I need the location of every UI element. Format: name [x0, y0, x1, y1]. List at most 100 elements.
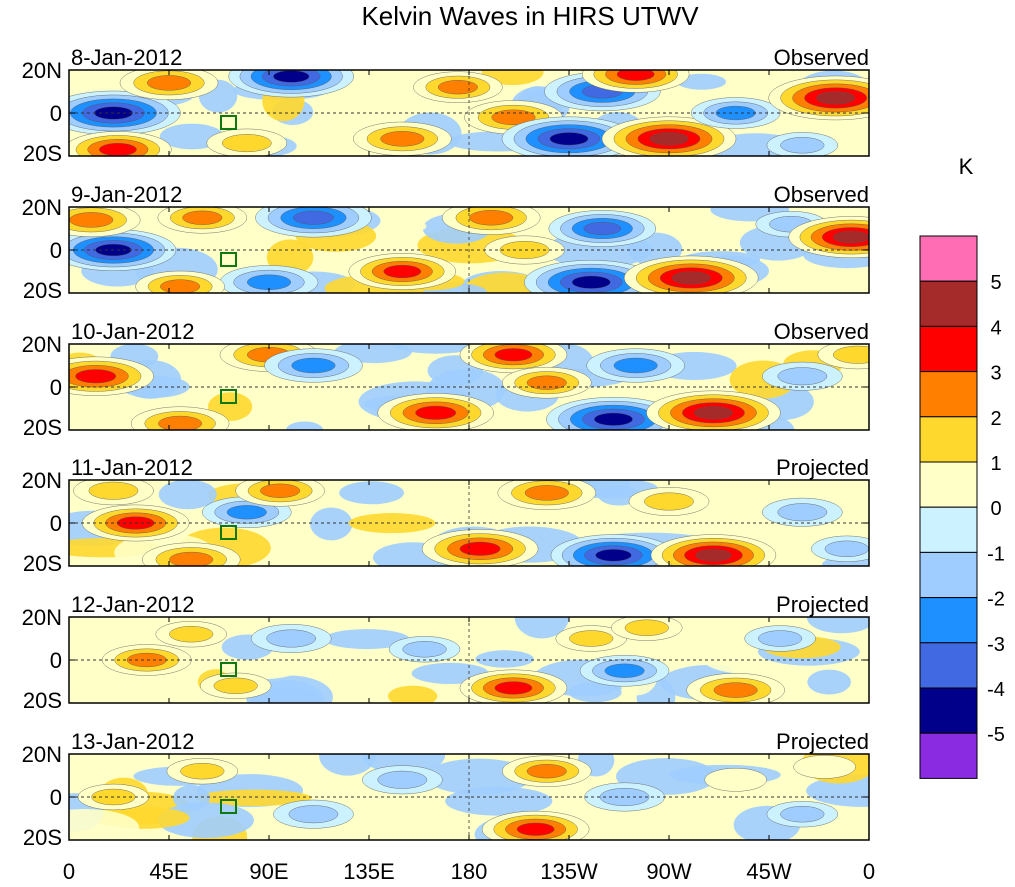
anomaly-feature [704, 768, 767, 792]
panel-date-label: 9-Jan-2012 [71, 182, 182, 207]
anomaly-feature [226, 505, 267, 520]
y-tick-label: 0 [50, 375, 62, 400]
x-tick-label: 135E [343, 859, 394, 884]
y-tick-label: 20S [23, 415, 62, 440]
field-texture [348, 513, 436, 534]
field-texture [310, 507, 353, 541]
panel-status-label: Observed [774, 45, 869, 70]
anomaly-feature [494, 681, 533, 695]
y-tick-label: 20S [23, 551, 62, 576]
anomaly-feature [526, 375, 567, 390]
anomaly-feature [780, 137, 825, 154]
anomaly-feature [595, 549, 632, 562]
field-texture [606, 812, 686, 840]
anomaly-feature [494, 348, 533, 362]
panel-field [69, 617, 869, 703]
panels: 20N 0 20S 8-Jan-2012 Observed 20N 0 20S 9-Jan-20… [22, 45, 870, 850]
anomaly-feature [526, 764, 567, 779]
anomaly-feature [383, 265, 422, 278]
reference-box [220, 662, 237, 677]
anomaly-feature [266, 629, 317, 648]
reference-box [220, 389, 237, 404]
anomaly-feature [833, 345, 869, 364]
x-tick-label: 45W [746, 859, 791, 884]
y-tick-label: 0 [50, 648, 62, 673]
panel-status-label: Projected [776, 455, 869, 480]
field-texture [69, 808, 140, 840]
field-texture [806, 774, 869, 807]
colorbar-label: 1 [990, 453, 1001, 475]
colorbar-swatch [919, 732, 978, 779]
field-texture [158, 480, 217, 510]
anomaly-feature [273, 70, 310, 83]
field-texture [514, 617, 569, 639]
field-texture [354, 70, 429, 94]
reference-box [220, 525, 237, 540]
anomaly-feature [671, 271, 711, 285]
field-texture [676, 73, 727, 90]
anomaly-feature [758, 630, 803, 647]
anomaly-feature [99, 143, 137, 156]
colorbar-label: 5 [990, 272, 1001, 294]
panel-status-label: Projected [776, 592, 869, 617]
anomaly-feature [221, 134, 272, 153]
field-texture [807, 669, 851, 695]
anomaly-feature [147, 75, 191, 91]
colorbar-swatch [919, 506, 978, 553]
anomaly-feature [415, 405, 457, 420]
x-axis: 0 45E 90E 135E 180 135W 90W 45W 0 [63, 859, 875, 884]
panel-5: 20N 0 20S 12-Jan-2012 Projected [22, 592, 870, 713]
anomaly-feature [524, 485, 569, 501]
anomaly-feature [169, 626, 214, 643]
anomaly-feature [180, 763, 225, 780]
colorbar-swatch [919, 551, 978, 599]
panel-date-label: 10-Jan-2012 [71, 319, 195, 344]
y-tick-label: 20N [22, 332, 62, 357]
colorbar-label: -1 [987, 543, 1005, 565]
panel-2: 20N 0 20S 9-Jan-2012 Observed [22, 182, 870, 303]
colorbar-label: -5 [987, 724, 1005, 746]
anomaly-feature [491, 109, 536, 125]
reference-box [220, 115, 237, 130]
anomaly-feature [260, 483, 301, 498]
y-tick-label: 20S [23, 141, 62, 166]
chart-title: Kelvin Waves in HIRS UTWV [361, 1, 699, 31]
panel-field [69, 480, 869, 566]
colorbar-label: -2 [987, 589, 1005, 611]
anomaly-feature [793, 755, 856, 779]
anomaly-feature [624, 619, 669, 636]
anomaly-feature [158, 415, 203, 430]
colorbar-label: 3 [990, 363, 1001, 385]
anomaly-feature [169, 551, 214, 566]
panel-field [69, 70, 869, 156]
anomaly-feature [247, 274, 291, 290]
colorbar-swatch [919, 280, 978, 327]
panel-4: 20N 0 20S 11-Jan-2012 Projected [22, 455, 870, 576]
anomaly-feature [616, 70, 655, 81]
panel-date-label: 11-Jan-2012 [71, 455, 193, 480]
field-texture [319, 754, 376, 776]
anomaly-feature [69, 212, 114, 228]
anomaly-feature [291, 357, 336, 374]
colorbar-swatch [919, 597, 978, 644]
anomaly-feature [160, 279, 201, 293]
anomaly-feature [549, 132, 589, 146]
anomaly-feature [437, 80, 478, 95]
anomaly-feature [402, 641, 447, 658]
y-tick-label: 0 [50, 511, 62, 536]
colorbar-swatch [919, 371, 978, 418]
anomaly-feature [459, 541, 501, 556]
colorbar-swatch [919, 642, 978, 689]
anomaly-feature [213, 677, 258, 694]
field-texture [393, 344, 479, 354]
anomaly-feature [713, 682, 758, 698]
anomaly-feature [694, 406, 733, 420]
anomaly-feature [695, 549, 732, 562]
anomaly-feature [380, 131, 425, 147]
panel-status-label: Observed [774, 319, 869, 344]
field-texture [806, 617, 869, 634]
panel-1: 20N 0 20S 8-Jan-2012 Observed [22, 45, 870, 166]
colorbar-swatch [919, 687, 978, 734]
y-tick-label: 20N [22, 742, 62, 767]
